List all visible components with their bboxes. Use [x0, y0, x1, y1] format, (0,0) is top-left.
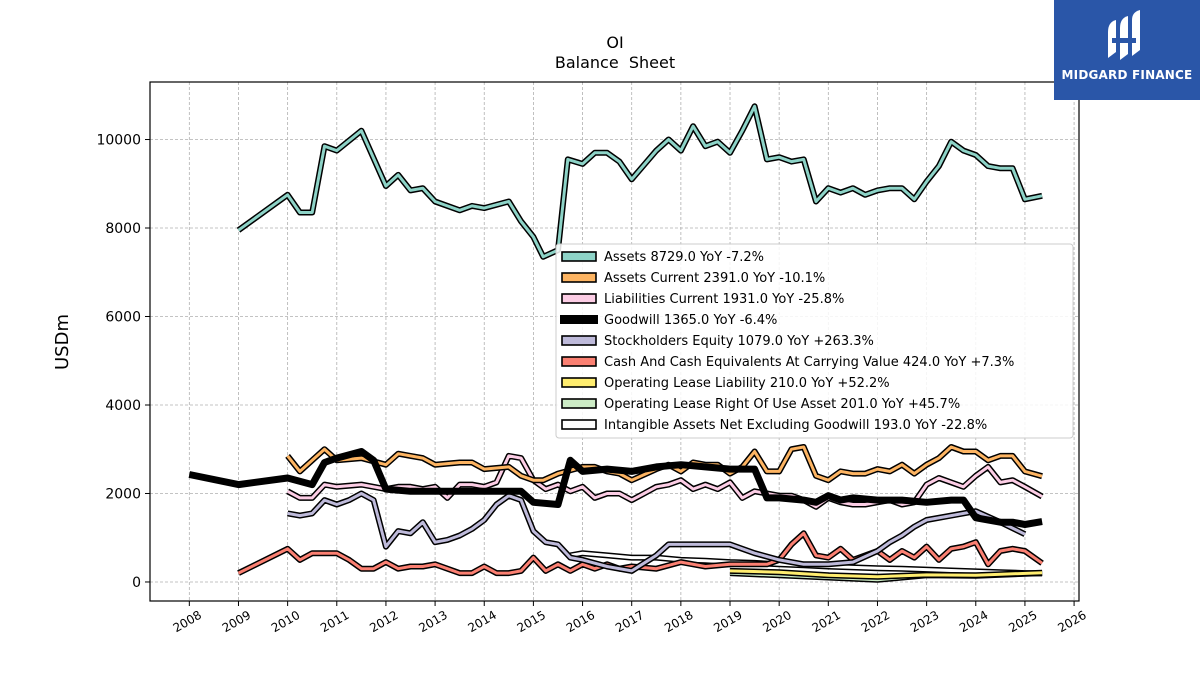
x-tick-label: 2008 [171, 608, 204, 635]
y-tick-label: 4000 [105, 398, 141, 414]
legend-label: Assets Current 2391.0 YoY -10.1% [604, 271, 825, 286]
x-tick-label: 2023 [908, 608, 941, 635]
x-tick-label: 2018 [662, 608, 695, 635]
y-tick-label: 0 [132, 575, 141, 591]
legend-swatch [561, 377, 597, 388]
x-tick-label: 2019 [711, 608, 744, 635]
x-tick-label: 2013 [416, 608, 449, 635]
legend-swatch [561, 251, 597, 262]
series-line-stockholders-equity [287, 492, 1026, 573]
x-tick-label: 2026 [1055, 608, 1088, 635]
series-line-goodwill [188, 448, 1043, 528]
legend-label: Intangible Assets Net Excluding Goodwill… [604, 418, 987, 433]
x-tick-label: 2014 [466, 608, 499, 635]
legend-label: Liabilities Current 1931.0 YoY -25.8% [604, 292, 844, 307]
legend-swatch [561, 419, 597, 430]
x-tick-label: 2024 [957, 608, 990, 635]
legend-label: Assets 8729.0 YoY -7.2% [604, 250, 764, 265]
legend-label: Operating Lease Right Of Use Asset 201.0… [604, 397, 960, 412]
chart-subtitle: Balance Sheet [555, 53, 675, 72]
legend-label: Operating Lease Liability 210.0 YoY +52.… [604, 376, 890, 391]
legend: Assets 8729.0 YoY -7.2% Assets Current 23… [555, 243, 1074, 439]
x-tick-label: 2022 [859, 608, 892, 635]
x-tick-label: 2011 [318, 608, 351, 635]
legend-label: Stockholders Equity 1079.0 YoY +263.3% [604, 334, 874, 349]
legend-swatch [560, 315, 598, 324]
y-tick-label: 8000 [105, 221, 141, 237]
x-tick-label: 2016 [564, 608, 597, 635]
plot-frame [149, 81, 1080, 602]
chart-title: OI [606, 33, 623, 52]
x-tick-label: 2017 [613, 608, 646, 635]
y-tick-label: 10000 [96, 133, 141, 149]
series-outline-assets [236, 103, 1043, 260]
legend-swatch [561, 293, 597, 304]
x-tick-label: 2015 [515, 608, 548, 635]
legend-label: Cash And Cash Equivalents At Carrying Va… [604, 355, 1014, 370]
legend-box [555, 243, 1074, 439]
x-tick-label: 2020 [760, 608, 793, 635]
series-line-assets [237, 104, 1043, 259]
series-lines [188, 103, 1044, 583]
logo-mark-icon [1108, 10, 1140, 60]
legend-swatch [561, 398, 597, 409]
x-tick-label: 2010 [269, 608, 302, 635]
y-tick-label: 6000 [105, 310, 141, 326]
x-tick-label: 2009 [220, 608, 253, 635]
y-tick-label: 2000 [105, 486, 141, 502]
logo-text: MIDGARD FINANCE [1061, 68, 1193, 82]
x-tick-label: 2025 [1006, 608, 1039, 635]
series-line-operating-lease-liability [729, 569, 1043, 579]
brand-logo: MIDGARD FINANCE [1054, 0, 1200, 100]
legend-swatch [561, 335, 597, 346]
legend-label: Goodwill 1365.0 YoY -6.4% [604, 313, 777, 328]
legend-swatch [561, 356, 597, 367]
x-tick-label: 2021 [810, 608, 843, 635]
y-axis-label: USDm [52, 314, 73, 370]
x-tick-label: 2012 [367, 608, 400, 635]
legend-swatch [561, 272, 597, 283]
